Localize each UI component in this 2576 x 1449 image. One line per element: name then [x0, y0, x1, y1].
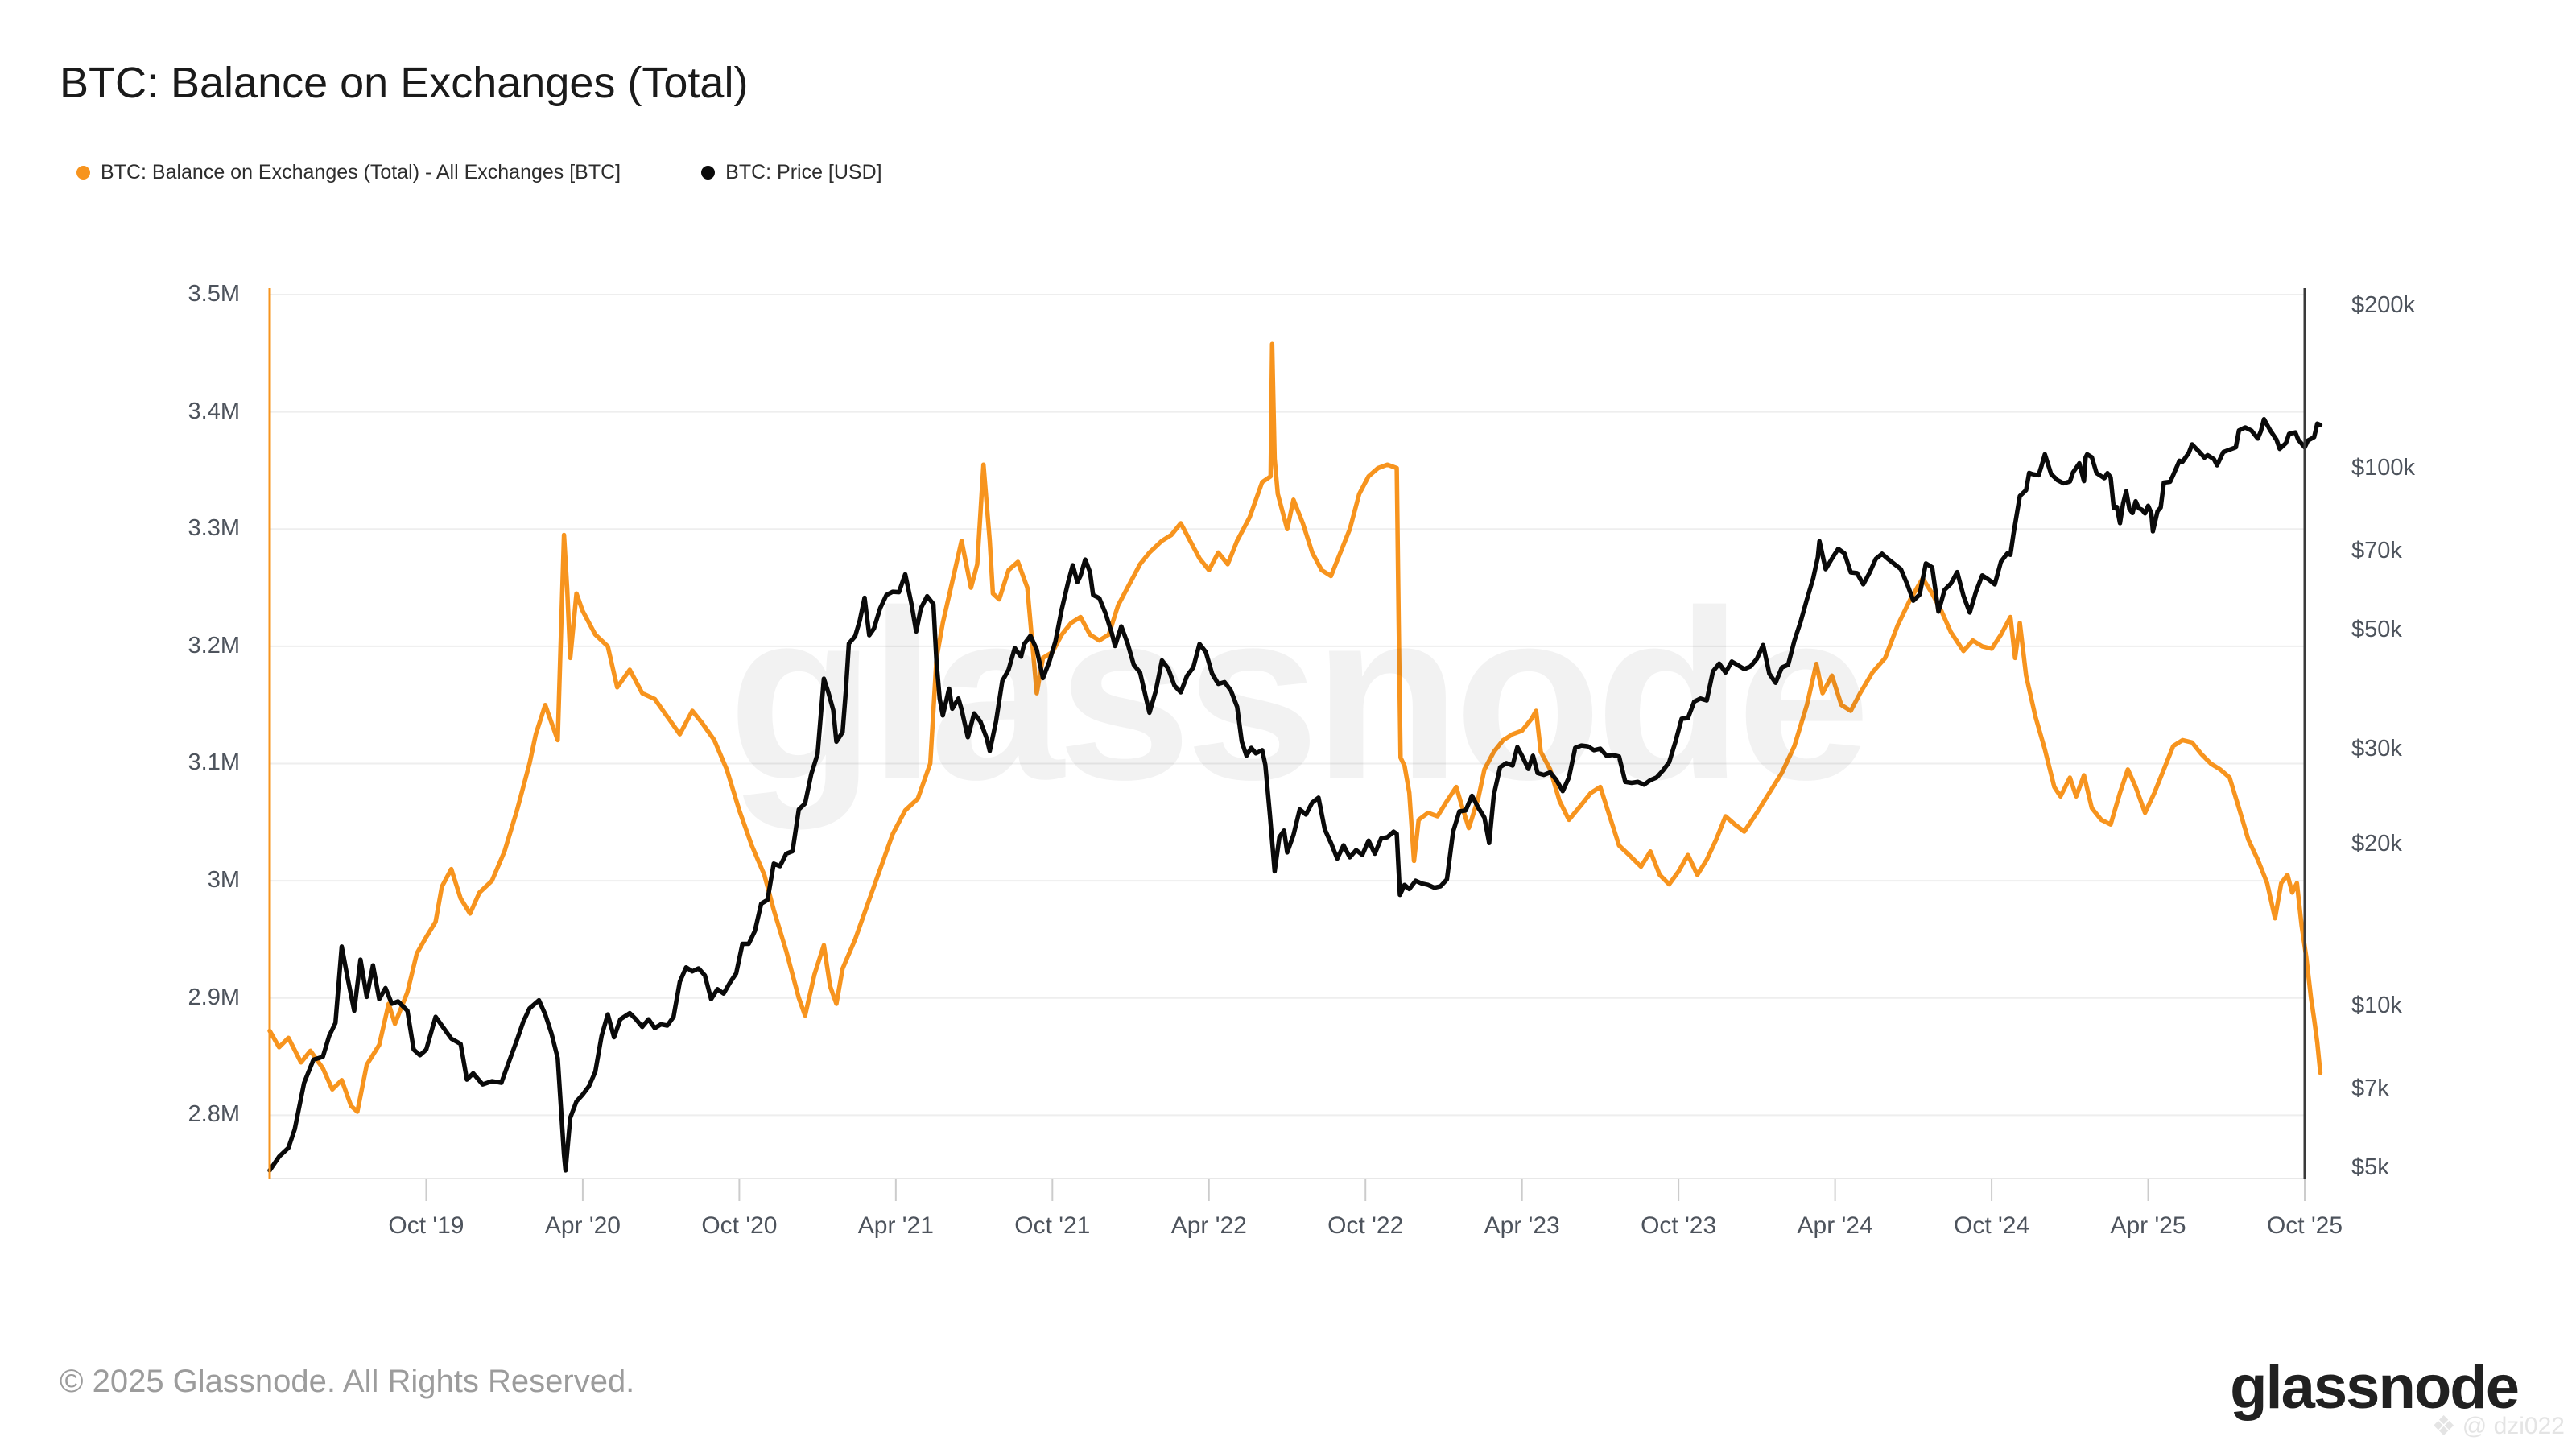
x-axis-tick-label: Apr '20: [544, 1212, 621, 1239]
y-right-tick-label: $100k: [2351, 454, 2416, 481]
corner-handle: @ dzi022: [2462, 1413, 2565, 1439]
y-right-tick-label: $7k: [2351, 1075, 2389, 1102]
y-left-tick-label: 2.8M: [188, 1101, 240, 1128]
legend: BTC: Balance on Exchanges (Total) - All …: [76, 161, 963, 184]
x-axis-tick-label: Apr '24: [1797, 1212, 1873, 1239]
x-axis-tick-label: Oct '24: [1954, 1212, 2030, 1239]
y-left-tick-label: 3.4M: [188, 398, 240, 424]
y-right-tick-label: $20k: [2351, 830, 2402, 857]
y-right-tick-label: $10k: [2351, 992, 2402, 1018]
corner-watermark: ❖ @ dzi022: [2431, 1410, 2565, 1443]
y-left-tick-label: 3.2M: [188, 632, 240, 658]
legend-dot-price-icon: [701, 166, 716, 180]
page-title: BTC: Balance on Exchanges (Total): [60, 59, 749, 107]
x-axis-tick-label: Oct '22: [1327, 1212, 1404, 1239]
x-axis-tick-label: Oct '20: [701, 1212, 778, 1239]
y-left-tick-label: 2.9M: [188, 984, 240, 1010]
legend-dot-balance-icon: [76, 166, 90, 180]
price-series-line: [267, 416, 2323, 1173]
legend-item-price[interactable]: BTC: Price [USD]: [701, 161, 882, 184]
copyright-text: © 2025 Glassnode. All Rights Reserved.: [60, 1364, 635, 1399]
glassnode-background-watermark: glassnode: [728, 559, 1871, 830]
y-right-tick-label: $30k: [2351, 735, 2402, 762]
x-axis-tick-label: Oct '23: [1641, 1212, 1717, 1239]
y-left-tick-label: 3.5M: [188, 281, 240, 307]
x-axis-tick-label: Apr '23: [1484, 1212, 1560, 1239]
legend-label-balance: BTC: Balance on Exchanges (Total) - All …: [101, 161, 621, 184]
y-left-tick-label: 3.3M: [188, 515, 240, 542]
glassnode-logo: glassnode: [2230, 1353, 2520, 1422]
x-axis-tick-label: Apr '21: [857, 1212, 934, 1239]
y-left-tick-label: 3.1M: [188, 749, 240, 776]
diamond-icon: ❖: [2431, 1411, 2456, 1442]
y-right-tick-label: $50k: [2351, 616, 2402, 642]
y-left-tick-label: 3M: [207, 867, 240, 894]
x-axis-tick-label: Apr '25: [2110, 1212, 2186, 1239]
legend-label-price: BTC: Price [USD]: [725, 161, 882, 184]
legend-item-balance[interactable]: BTC: Balance on Exchanges (Total) - All …: [76, 161, 621, 184]
y-right-tick-label: $5k: [2351, 1154, 2389, 1180]
x-axis-tick-label: Apr '22: [1170, 1212, 1247, 1239]
x-axis-tick-label: Oct '21: [1014, 1212, 1091, 1239]
x-axis-tick-label: Oct '25: [2266, 1212, 2343, 1239]
y-right-tick-label: $70k: [2351, 538, 2402, 564]
x-axis-tick-label: Oct '19: [388, 1212, 464, 1239]
balance-series-line: [267, 341, 2323, 1114]
y-right-tick-label: $200k: [2351, 292, 2416, 319]
